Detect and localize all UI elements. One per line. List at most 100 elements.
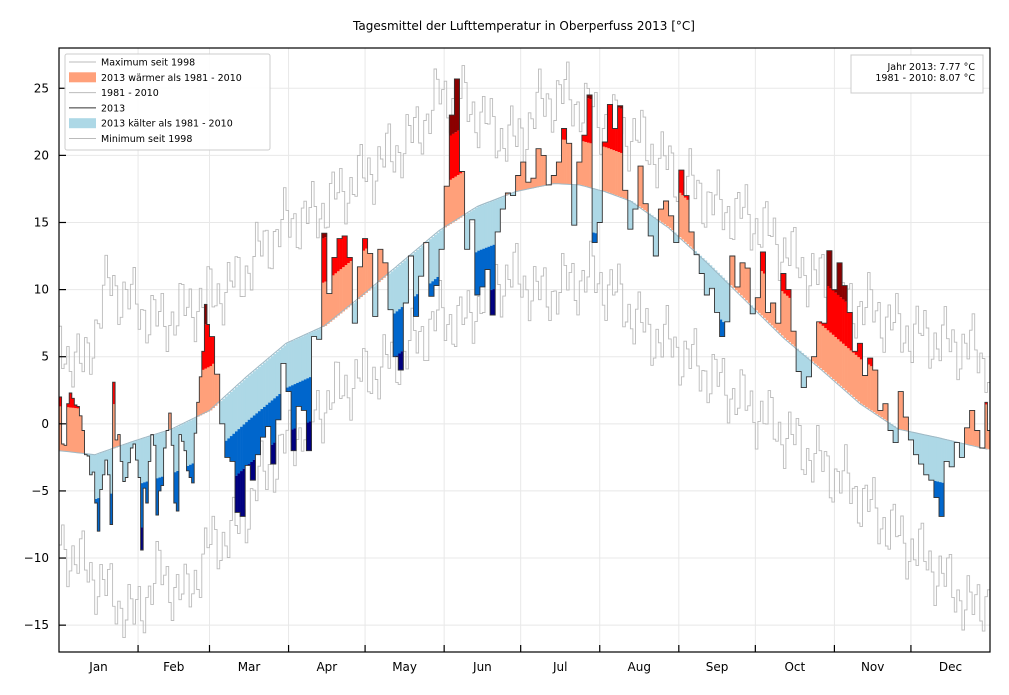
warm-bar <box>689 231 692 247</box>
x-tick-label-oct: Oct <box>784 660 805 674</box>
cold-bar <box>104 451 108 461</box>
cold-bar <box>413 252 417 297</box>
warm-bar <box>877 410 881 416</box>
warm-strong-bar <box>681 170 685 196</box>
warm-bar <box>326 293 330 324</box>
cold-bar <box>959 442 963 458</box>
cold-bar <box>352 303 356 324</box>
warm-bar <box>875 370 879 414</box>
cold-bar <box>158 433 162 478</box>
warm-bar <box>834 337 838 382</box>
warm-bar <box>836 339 840 384</box>
warm-bar <box>847 348 851 393</box>
warm-strong-bar <box>852 351 856 353</box>
cold-strong-bar <box>143 482 147 489</box>
x-tick-label-jan: Jan <box>88 660 108 674</box>
cold-bar <box>597 189 601 223</box>
cold-bar <box>110 449 113 494</box>
warm-strong-bar <box>112 382 116 405</box>
warm-bar <box>385 262 389 276</box>
cold-bar <box>390 271 394 310</box>
cold-bar <box>497 198 501 232</box>
warm-strong-bar <box>842 299 845 344</box>
cold-bar <box>474 207 478 253</box>
cold-extreme-bar <box>291 429 294 451</box>
cold-strong-bar <box>270 400 274 445</box>
cold-bar <box>921 434 924 465</box>
cold-bar <box>495 199 499 232</box>
cold-bar <box>653 217 657 257</box>
warm-bar <box>115 439 118 448</box>
warm-strong-bar <box>826 286 830 331</box>
warm-bar <box>903 417 907 431</box>
cold-bar <box>138 439 141 478</box>
warm-bar <box>337 271 340 316</box>
cold-strong-bar <box>97 498 101 532</box>
warm-bar <box>525 182 529 190</box>
warm-strong-bar <box>844 301 848 346</box>
cold-bar <box>439 230 442 250</box>
cold-bar <box>484 203 488 248</box>
cold-bar <box>393 269 396 314</box>
warm-bar <box>370 253 374 289</box>
warm-bar <box>217 374 220 404</box>
y-tick-label: 15 <box>34 215 49 229</box>
warm-bar <box>745 268 748 301</box>
warm-strong-bar <box>780 273 784 292</box>
warm-bar <box>773 303 777 328</box>
warm-bar <box>561 139 565 184</box>
cold-bar <box>949 440 953 467</box>
cold-bar <box>183 422 187 451</box>
cold-bar <box>99 452 103 490</box>
warm-bar <box>622 190 626 199</box>
warm-bar <box>505 192 509 196</box>
warm-bar <box>535 148 539 188</box>
warm-strong-bar <box>204 324 208 369</box>
warm-bar <box>344 265 348 310</box>
cold-bar <box>416 249 419 295</box>
x-tick-label-feb: Feb <box>163 660 184 674</box>
warm-strong-bar <box>785 289 789 296</box>
warm-bar <box>530 178 534 189</box>
cold-bar <box>319 328 323 340</box>
cold-strong-bar <box>592 232 595 243</box>
cold-bar <box>510 193 514 196</box>
cold-bar <box>125 443 129 478</box>
cold-strong-bar <box>594 233 598 243</box>
cold-bar <box>719 275 723 320</box>
cold-bar <box>806 357 810 377</box>
warm-strong-bar <box>209 336 213 367</box>
cold-bar <box>405 258 409 303</box>
cold-strong-bar <box>398 309 402 354</box>
cold-strong-bar <box>191 463 195 483</box>
cold-strong-bar <box>245 422 249 466</box>
cold-bar <box>752 307 756 314</box>
warm-bar <box>663 201 667 225</box>
y-tick-label: −15 <box>24 618 49 632</box>
warm-bar <box>811 356 815 362</box>
cold-bar <box>469 211 473 220</box>
warm-bar <box>520 162 524 191</box>
cold-bar <box>314 330 317 337</box>
warm-extreme-bar <box>454 78 458 133</box>
warm-bar <box>64 445 67 452</box>
warm-bar <box>839 341 843 386</box>
cold-bar <box>155 434 159 479</box>
warm-strong-bar <box>586 98 590 143</box>
y-tick-label: 25 <box>34 81 49 95</box>
cold-bar <box>808 359 812 377</box>
warm-bar <box>791 331 794 345</box>
cold-bar <box>750 305 754 314</box>
cold-bar <box>288 342 292 387</box>
cold-strong-bar <box>477 250 481 295</box>
cold-extreme-bar <box>240 471 243 517</box>
warm-bar <box>609 149 613 194</box>
warm-bar <box>204 368 208 413</box>
cold-bar <box>161 432 164 477</box>
cold-bar <box>400 262 404 308</box>
cold-bar <box>893 425 896 443</box>
cold-strong-bar <box>186 465 190 471</box>
warm-strong-bar <box>829 288 833 333</box>
warm-strong-bar <box>857 343 861 358</box>
cold-bar <box>428 239 432 284</box>
